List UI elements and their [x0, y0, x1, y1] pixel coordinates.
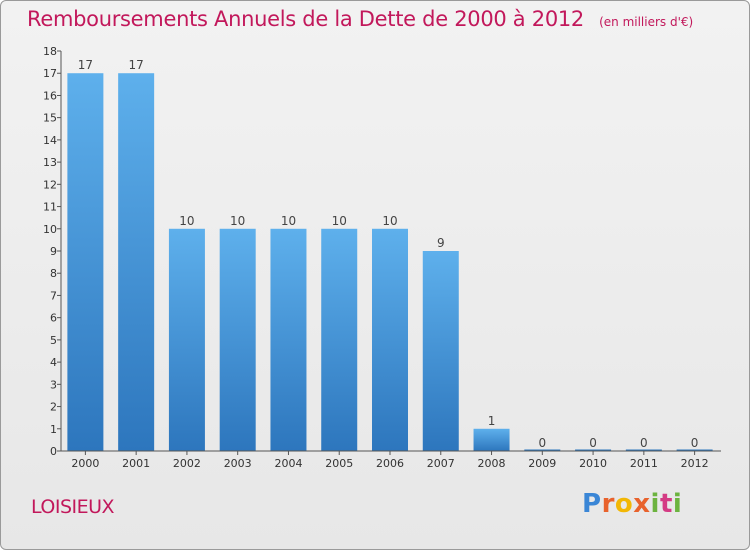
- y-tick-label: 16: [43, 89, 57, 102]
- x-tick-label: 2010: [579, 457, 607, 470]
- chart-title: Remboursements Annuels de la Dette de 20…: [27, 7, 584, 31]
- x-tick-label: 2012: [681, 457, 709, 470]
- x-tick-label: 2005: [325, 457, 353, 470]
- bar-2004: [270, 228, 307, 451]
- y-tick-label: 2: [50, 401, 57, 414]
- x-axis: 2000 2001 2002 2003 2004 2005 2006 2007 2008 2009…: [61, 450, 721, 470]
- bar-value-label: 17: [78, 58, 93, 72]
- x-tick-label: 2000: [71, 457, 99, 470]
- x-tick-label: 2004: [274, 457, 302, 470]
- bar-2002: [168, 228, 205, 451]
- bar-value-label: 10: [179, 214, 194, 228]
- x-tick-label: 2001: [122, 457, 150, 470]
- y-tick-label: 17: [43, 67, 57, 80]
- y-tick-label: 5: [50, 334, 57, 347]
- y-tick-label: 15: [43, 112, 57, 125]
- proxiti-logo: Proxiti: [582, 489, 683, 519]
- bar-2012: [676, 449, 713, 451]
- bar-2001: [118, 73, 155, 451]
- bar-2000: [67, 73, 104, 451]
- y-tick-label: 0: [50, 445, 57, 458]
- y-tick-label: 7: [50, 289, 57, 302]
- x-tick-label: 2009: [528, 457, 556, 470]
- bar-value-label: 17: [129, 58, 144, 72]
- bar-value-label: 9: [437, 236, 445, 250]
- bar-2006: [372, 228, 408, 451]
- bar-value-label: 0: [640, 436, 648, 450]
- bar-value-label: 0: [589, 436, 597, 450]
- y-tick-label: 12: [43, 178, 57, 191]
- x-tick-label: 2002: [173, 457, 201, 470]
- y-tick-label: 10: [43, 223, 57, 236]
- bar-2008: [473, 428, 510, 451]
- chart-unit-note: (en milliers d'€): [599, 15, 694, 29]
- x-tick-label: 2003: [224, 457, 252, 470]
- bar-value-label: 0: [691, 436, 699, 450]
- y-tick-label: 4: [50, 356, 57, 369]
- bar-value-label: 1: [488, 414, 496, 428]
- title-row: Remboursements Annuels de la Dette de 20…: [27, 7, 693, 31]
- bar-2011: [625, 449, 662, 451]
- bar-value-label: 10: [281, 214, 296, 228]
- bar-2005: [321, 228, 358, 451]
- y-tick-label: 14: [43, 134, 57, 147]
- x-tick-label: 2008: [478, 457, 506, 470]
- y-tick-label: 9: [50, 245, 57, 258]
- bar-2010: [575, 449, 612, 451]
- x-tick-label: 2006: [376, 457, 404, 470]
- y-tick-label: 13: [43, 156, 57, 169]
- bar-2007: [422, 251, 459, 451]
- y-tick-label: 8: [50, 267, 57, 280]
- commune-name: LOISIEUX: [31, 496, 115, 518]
- y-tick-label: 11: [43, 201, 57, 214]
- bar-value-label: 0: [538, 436, 546, 450]
- x-tick-label: 2007: [427, 457, 455, 470]
- bar-value-label: 10: [382, 214, 397, 228]
- y-tick-label: 18: [43, 45, 57, 58]
- x-tick-label: 2011: [630, 457, 658, 470]
- bar-value-label: 10: [230, 214, 245, 228]
- y-tick-label: 1: [50, 423, 57, 436]
- bar-value-label: 10: [332, 214, 347, 228]
- y-tick-label: 3: [50, 378, 57, 391]
- bar-2003: [219, 228, 256, 451]
- y-tick-label: 6: [50, 312, 57, 325]
- bar-2009: [524, 449, 561, 451]
